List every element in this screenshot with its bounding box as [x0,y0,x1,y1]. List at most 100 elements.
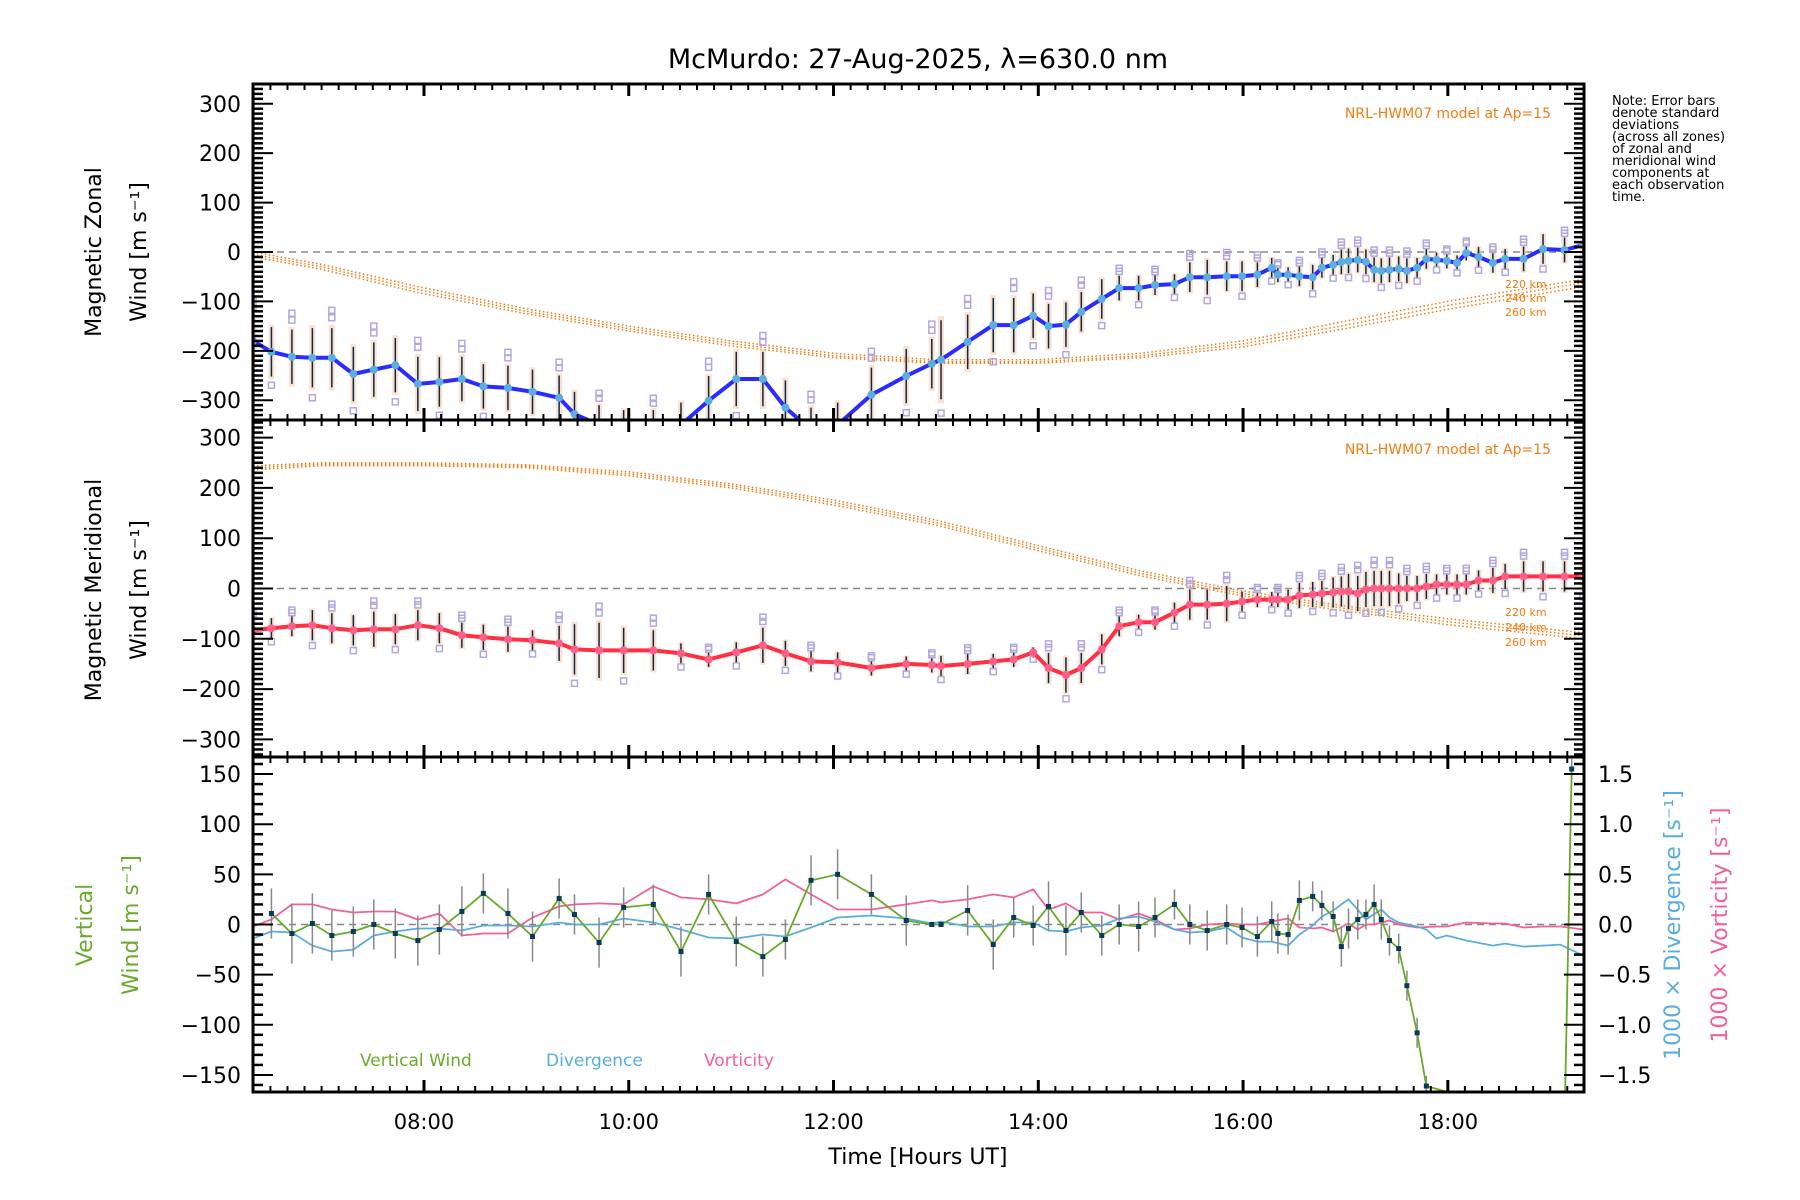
meridional-point [369,625,378,634]
zone-sample [1539,593,1547,601]
zonal-point [677,421,685,429]
meridional-point [1344,587,1353,596]
zone-sample [989,358,997,366]
zone-sample [649,394,658,403]
zone-sample [308,394,317,402]
zonal-point [1253,270,1262,279]
zone-sample [1362,609,1370,618]
zone-sample [391,398,400,406]
zone-sample [1077,281,1086,289]
meridional-point [1203,600,1212,609]
zone-sample [1413,601,1421,610]
vertical-wind-point [1319,902,1325,908]
zone-sample [1560,548,1569,557]
vertical-wind-point [1404,983,1410,989]
vertical-data [253,759,1584,1128]
zonal-point [1344,256,1353,265]
meridional-wind-line [253,574,1583,677]
zonal-point [1009,321,1018,330]
legend-divergence: Divergence [546,1051,643,1071]
zone-sample [807,390,815,399]
zone-sample [732,662,741,670]
zone-sample [1009,277,1018,286]
vertical-wind-point [1285,932,1291,938]
meridional-point [1453,580,1462,589]
y-tick-label: 100 [199,192,241,217]
zone-sample [732,411,741,420]
meridional-point [570,645,579,654]
meridional-point [833,658,842,667]
zone-sample [1385,560,1394,569]
vertical-wind-point [530,934,536,940]
x-tick-label: 18:00 [1418,1110,1479,1134]
vertical-wind-point [436,927,442,933]
zonal-point [1267,263,1276,272]
x-tick-label: 16:00 [1213,1110,1274,1134]
zone-sample [1203,621,1211,629]
vertical-wind-point [1310,893,1316,899]
meridional-point [391,625,400,634]
meridional-point [1462,580,1471,589]
zonal-ylabel: Magnetic Zonal Wind [m s⁻¹] [82,167,152,337]
zonal-point [1501,254,1510,263]
zonal-point [781,403,790,412]
meridional-ylabel-line1: Magnetic Meridional [82,479,107,701]
zonal-point [867,390,876,399]
zonal-point [369,365,378,374]
meridional-point [867,663,876,672]
zone-sample [1337,567,1346,575]
zone-sample [807,641,815,650]
zone-sample [704,363,713,372]
meridional-point [989,657,998,666]
panel-meridional: 300 200 100 0 −100 −200 −300 [181,418,1586,759]
panel-vertical: 1.5 1.0 0.5 0.0 −0.5 −1.0 −1.5 150 100 50 0 −50 −100… [181,755,1651,1128]
meridional-point [1009,655,1018,664]
zone-sample [928,649,936,657]
zone-sample [835,452,841,458]
vertical-wind-point [480,890,486,896]
zone-sample [1284,609,1292,617]
vertical-wind-point [678,949,684,955]
zone-sample [621,454,627,460]
zonal-point [1442,256,1451,265]
zone-sample [1377,608,1386,617]
y-tick-label: 100 [199,527,241,552]
zonal-point [1134,284,1143,293]
zone-sample [1329,274,1337,282]
model-curve-260km [253,256,1584,364]
meridional-alt-260: 260 km [1505,636,1547,649]
zone-sample [1044,643,1053,652]
zone-sample [1308,290,1317,298]
vertical-wind-point [965,907,971,913]
zone-sample [1560,552,1569,560]
meridional-point [927,660,936,669]
zonal-point [963,337,972,346]
y2-tick-label: −1.5 [1598,1064,1651,1089]
vertical-wind-point [1136,924,1142,930]
zonal-point [1044,322,1053,331]
zone-sample [571,441,577,447]
zonal-point [1222,272,1231,281]
zone-sample [1253,251,1262,259]
zone-sample [1539,265,1547,273]
note-line: components at [1612,166,1710,181]
vertical-wind-point [1204,928,1210,934]
zone-sample [1295,571,1304,580]
zone-sample [555,615,563,624]
y2-tick-label: 1.5 [1598,763,1633,788]
vertical-wind-point [268,910,274,916]
meridional-data [253,462,1584,703]
zone-sample [414,343,422,351]
vertical-wind-point [556,895,562,901]
zone-sample [1222,571,1231,580]
meridional-point [1501,572,1510,581]
vertical-wind-point [1562,1123,1567,1128]
zonal-point [570,410,579,419]
zone-sample [1443,245,1451,253]
x-tick-label: 14:00 [1008,1110,1069,1134]
vertical-wind-point [929,922,935,927]
zone-sample [435,644,444,653]
y-tick-label: 0 [227,914,241,939]
zone-sample [1115,606,1123,614]
vertical-wind-point [571,911,577,917]
